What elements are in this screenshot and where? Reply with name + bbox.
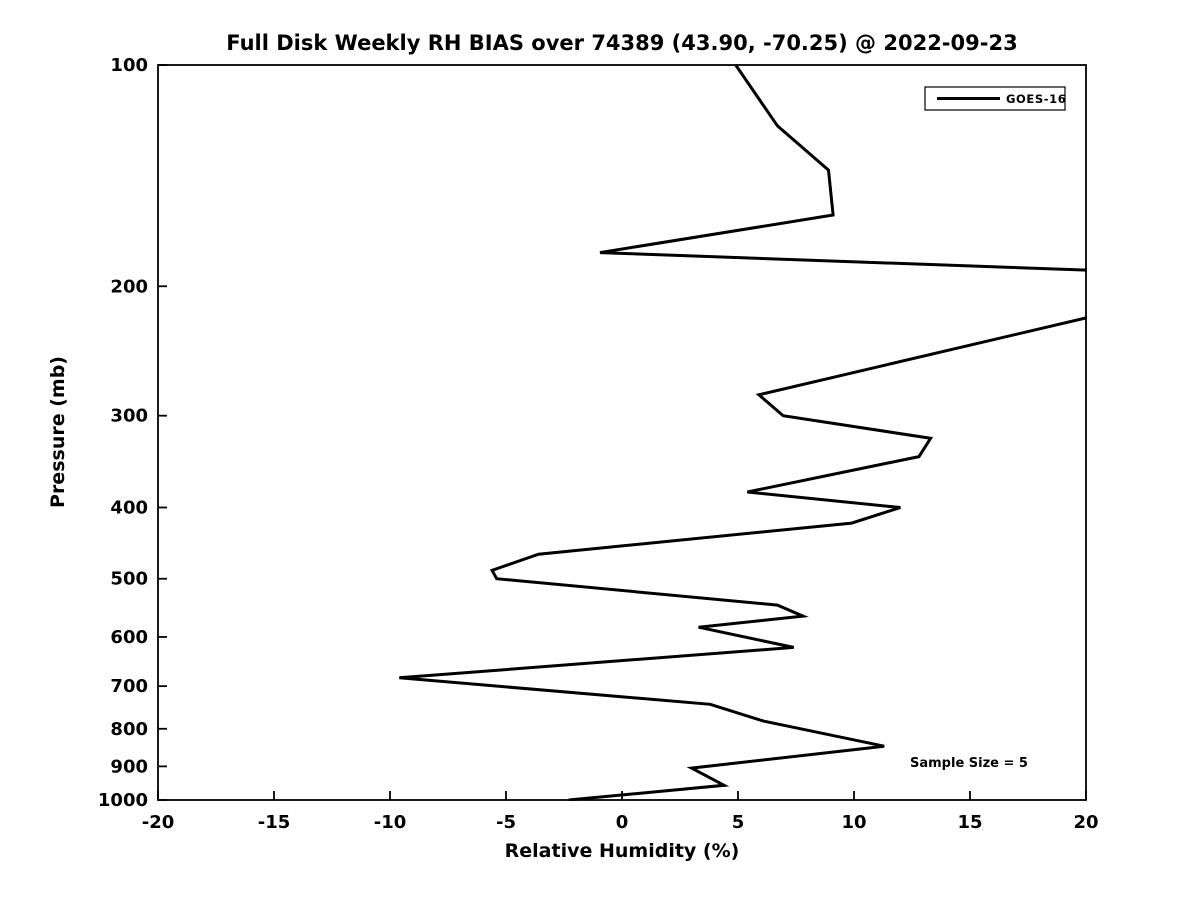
y-tick-label: 300: [110, 406, 148, 427]
x-tick-label: -20: [142, 812, 175, 833]
sample-size-annotation: Sample Size = 5: [910, 756, 1028, 771]
x-tick-label: 15: [957, 812, 982, 833]
x-tick-label: -15: [258, 812, 291, 833]
y-tick-label: 1000: [98, 790, 148, 811]
y-tick-label: 800: [110, 719, 148, 740]
legend-label: GOES-16: [1006, 92, 1066, 106]
y-tick-label: 700: [110, 676, 148, 697]
series-GOES-16: [399, 64, 1087, 801]
x-tick-label: 5: [732, 812, 745, 833]
y-tick-label: 200: [110, 276, 148, 297]
x-tick-label: 10: [841, 812, 866, 833]
plot-frame: [157, 64, 1087, 801]
y-tick-label: 600: [110, 627, 148, 648]
legend-box: GOES-16: [924, 86, 1066, 111]
x-tick-label: -10: [374, 812, 407, 833]
y-axis-ticks: 100 200 300 400 500 600 700 800 900 1000: [98, 55, 167, 811]
x-tick-label: 0: [616, 812, 629, 833]
chart-title: Full Disk Weekly RH BIAS over 74389 (43.…: [226, 31, 1018, 55]
x-axis-label: Relative Humidity (%): [504, 840, 740, 862]
y-tick-label: 900: [110, 756, 148, 777]
y-tick-label: 400: [110, 498, 148, 519]
x-axis-ticks: -20 -15 -10 -5 0 5 10 15 20: [142, 791, 1099, 833]
y-tick-label: 500: [110, 569, 148, 590]
x-tick-label: 20: [1073, 812, 1098, 833]
y-tick-label: 100: [110, 55, 148, 76]
goes16-line: [399, 64, 1087, 801]
x-tick-label: -5: [496, 812, 516, 833]
